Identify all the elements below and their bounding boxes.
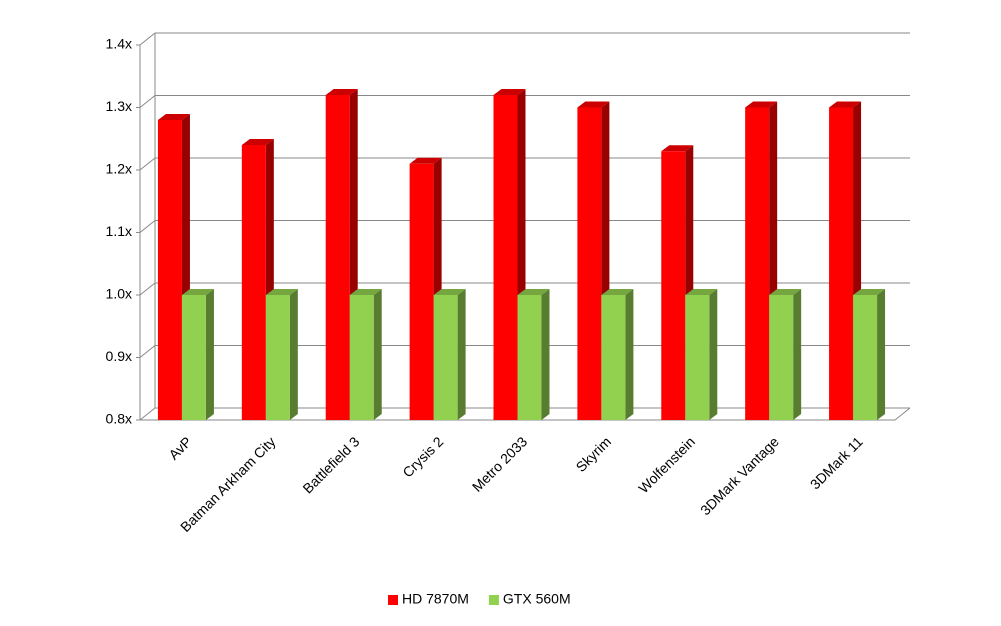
bar-top	[685, 289, 718, 295]
legend: HD 7870M GTX 560M	[388, 591, 571, 607]
bar-top	[409, 157, 442, 164]
x-tick-label: Metro 2033	[469, 433, 531, 495]
bar	[157, 120, 182, 420]
y-tick-label: 1.3x	[106, 98, 132, 114]
bar-top	[769, 289, 802, 295]
grid-diagonal	[139, 345, 156, 358]
grid-diagonal	[139, 95, 156, 108]
x-tick-label: Crysis 2	[399, 433, 446, 480]
bar-side	[541, 289, 550, 420]
bar-top	[181, 289, 214, 295]
bar-side	[205, 289, 214, 420]
x-tick-label: Skyrim	[573, 433, 615, 475]
x-tick-label: Wolfenstein	[635, 433, 698, 496]
bar	[265, 295, 290, 420]
legend-swatch	[488, 595, 499, 605]
y-tick-label: 0.8x	[106, 411, 132, 427]
y-tick-label: 1.0x	[106, 286, 132, 302]
bar-top	[517, 289, 550, 295]
bar	[409, 163, 434, 420]
legend-label: GTX 560M	[503, 591, 571, 607]
bar-top	[265, 289, 298, 295]
bar	[517, 295, 542, 420]
bar	[325, 95, 350, 420]
bar	[661, 151, 686, 420]
grid-diagonal	[139, 220, 156, 233]
bar-top	[661, 145, 694, 152]
bar-top	[577, 101, 610, 108]
bar	[577, 107, 602, 420]
bar-side	[289, 289, 298, 420]
bar-side	[793, 289, 802, 420]
bar-top	[601, 289, 634, 295]
x-tick-label: 3DMark Vantage	[697, 433, 782, 518]
grid-diagonal	[139, 407, 156, 421]
bar-top	[349, 289, 382, 295]
bar-top	[493, 89, 526, 95]
bar-side	[457, 289, 466, 420]
bar	[853, 295, 878, 420]
x-tick-label: Batman Arkham City	[177, 433, 279, 535]
bar	[433, 295, 458, 420]
bar-top	[157, 114, 190, 120]
y-tick-label: 1.2x	[106, 161, 132, 177]
bar-top	[241, 139, 274, 145]
floor-right	[894, 407, 911, 421]
bar	[745, 107, 770, 420]
y-tick-label: 0.9x	[106, 348, 132, 364]
bar-top	[829, 101, 862, 108]
bar	[181, 295, 206, 420]
legend-swatch	[388, 595, 398, 605]
bar-top	[325, 89, 358, 95]
y-tick-label: 1.4x	[106, 36, 132, 52]
bar	[349, 295, 374, 420]
legend-label: HD 7870M	[402, 591, 469, 607]
bar	[493, 95, 518, 420]
x-tick-label: 3DMark 11	[807, 433, 866, 492]
bar-top	[433, 289, 466, 295]
grid-diagonal	[139, 32, 156, 46]
bar	[241, 145, 266, 420]
grid-diagonal	[139, 157, 156, 171]
bar	[685, 295, 710, 420]
bar	[601, 295, 626, 420]
bar-top	[853, 289, 886, 295]
grid-diagonal	[139, 282, 156, 296]
bar	[769, 295, 794, 420]
bar	[829, 107, 854, 420]
bar-side	[877, 289, 886, 420]
bar-side	[709, 289, 718, 420]
x-tick-label: AvP	[165, 433, 194, 462]
bar-side	[373, 289, 382, 420]
y-tick-label: 1.1x	[106, 223, 132, 239]
bar-side	[625, 289, 634, 420]
x-tick-label: Battlefield 3	[299, 433, 362, 496]
bar-top	[745, 101, 778, 108]
